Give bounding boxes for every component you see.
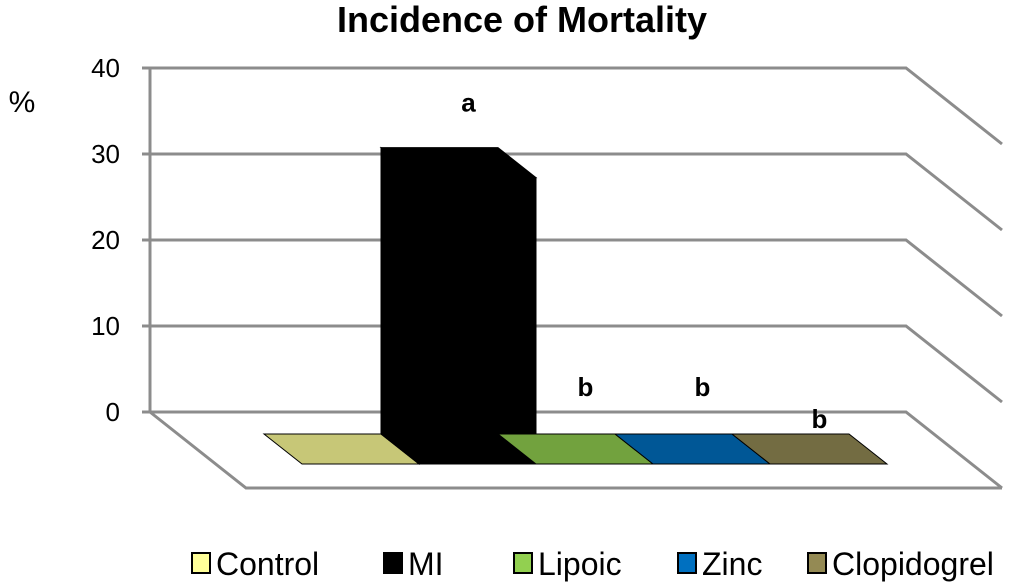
chart-title: Incidence of Mortality <box>337 0 707 40</box>
y-tick-label: 0 <box>106 397 120 427</box>
significance-labels: a b b b <box>461 88 827 434</box>
legend-item-zinc: Zinc <box>677 546 762 582</box>
bar-front <box>418 177 537 465</box>
significance-label: b <box>812 404 828 434</box>
legend-label: Zinc <box>702 546 762 582</box>
gridline <box>150 66 1003 146</box>
floor-edge <box>149 410 1002 490</box>
legend-label: Clopidogrel <box>832 546 994 582</box>
y-tick-label: 40 <box>91 53 120 83</box>
significance-label: a <box>461 88 476 118</box>
y-axis-label: % <box>9 86 36 119</box>
legend-swatch <box>383 552 403 574</box>
legend-label: MI <box>408 546 444 582</box>
legend: Control MI Lipoic Zinc Clopidogrel <box>191 546 994 582</box>
legend-swatch <box>807 552 827 574</box>
gridlines <box>150 66 1003 490</box>
legend-item-mi: MI <box>383 546 444 582</box>
y-axis-ticks: 0 10 20 30 40 <box>91 53 150 427</box>
gridline <box>150 324 1003 404</box>
legend-label: Lipoic <box>538 546 622 582</box>
legend-item-control: Control <box>191 546 319 582</box>
y-tick-label: 10 <box>91 311 120 341</box>
legend-item-lipoic: Lipoic <box>513 546 622 582</box>
legend-label: Control <box>216 546 319 582</box>
significance-label: b <box>695 372 711 402</box>
bar-side <box>380 146 420 466</box>
bar-mi <box>379 146 538 466</box>
bar-clopidogrel <box>730 433 889 465</box>
legend-swatch <box>677 552 697 574</box>
gridline <box>150 238 1003 318</box>
significance-label: b <box>578 372 594 402</box>
legend-swatch <box>191 552 211 574</box>
legend-item-clopidogrel: Clopidogrel <box>807 546 994 582</box>
chart-floor <box>149 410 1002 490</box>
y-tick-label: 30 <box>91 139 120 169</box>
legend-swatch <box>513 552 533 574</box>
gridline <box>150 152 1003 232</box>
y-tick-label: 20 <box>91 225 120 255</box>
bar-top <box>730 433 889 465</box>
bars <box>262 146 889 466</box>
